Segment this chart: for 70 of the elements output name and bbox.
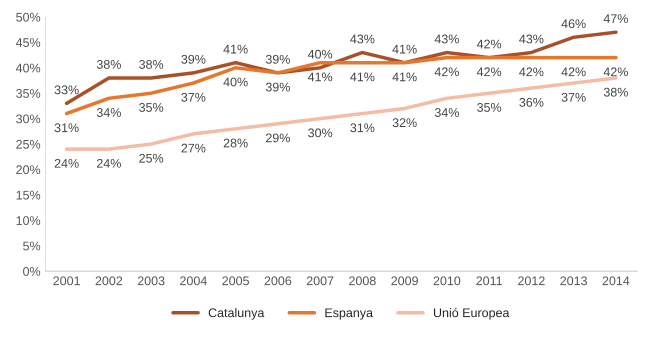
data-label: 41% bbox=[223, 44, 248, 54]
y-tick-label: 5% bbox=[23, 242, 40, 250]
x-tick-label: 2012 bbox=[518, 276, 545, 286]
data-label: 35% bbox=[477, 103, 502, 112]
data-label: 34% bbox=[96, 108, 121, 117]
data-label: 40% bbox=[223, 78, 248, 86]
y-tick-label: 30% bbox=[16, 114, 40, 124]
y-tick-label: 25% bbox=[16, 140, 40, 149]
data-label: 41% bbox=[392, 72, 417, 82]
data-label: 37% bbox=[562, 92, 586, 102]
y-tick-label: 0% bbox=[23, 267, 40, 276]
data-label: 42% bbox=[476, 40, 502, 48]
data-label: 42% bbox=[604, 67, 628, 76]
data-label: 28% bbox=[224, 138, 248, 148]
data-label: 31% bbox=[350, 123, 374, 132]
data-label: 42% bbox=[561, 67, 586, 76]
x-tick-label: 2008 bbox=[349, 276, 376, 286]
y-tick-label: 10% bbox=[16, 216, 40, 225]
y-tick-label: 50% bbox=[16, 12, 40, 22]
y-tick-label: 35% bbox=[16, 89, 40, 98]
data-label: 47% bbox=[604, 14, 628, 24]
data-label: 41% bbox=[350, 72, 374, 82]
y-tick-label: 45% bbox=[16, 38, 40, 48]
data-label: 43% bbox=[350, 34, 374, 44]
data-label: 46% bbox=[561, 19, 586, 28]
data-label: 32% bbox=[392, 118, 417, 128]
data-label: 41% bbox=[392, 44, 417, 54]
data-label: 39% bbox=[266, 54, 290, 64]
y-tick-label: 15% bbox=[16, 190, 40, 200]
y-tick-label: 40% bbox=[16, 64, 40, 72]
x-tick-label: 2006 bbox=[264, 276, 292, 286]
data-label: 41% bbox=[308, 72, 332, 82]
data-label: 42% bbox=[519, 67, 544, 76]
data-label: 38% bbox=[604, 88, 628, 97]
x-tick-label: 2005 bbox=[222, 276, 250, 286]
data-label: 34% bbox=[434, 108, 459, 117]
data-label: 39% bbox=[181, 54, 206, 64]
x-tick-label: 2004 bbox=[180, 276, 207, 286]
x-tick-label: 2002 bbox=[96, 276, 122, 286]
data-label: 42% bbox=[476, 67, 502, 76]
data-label: 33% bbox=[54, 85, 79, 94]
x-tick-label: 2001 bbox=[53, 276, 80, 286]
data-label: 40% bbox=[308, 50, 332, 59]
data-label: 25% bbox=[139, 154, 164, 163]
legend-label: Espanya bbox=[325, 308, 373, 320]
x-tick-label: 2010 bbox=[434, 276, 460, 286]
y-tick-label: 20% bbox=[16, 165, 40, 174]
data-label: 39% bbox=[266, 82, 290, 92]
legend-label: Unió Europea bbox=[434, 308, 510, 320]
data-label: 27% bbox=[181, 144, 206, 152]
x-tick-label: 2014 bbox=[602, 276, 630, 286]
x-tick-label: 2007 bbox=[306, 276, 334, 286]
data-label: 43% bbox=[434, 34, 459, 44]
data-label: 38% bbox=[139, 60, 164, 69]
x-tick-label: 2003 bbox=[138, 276, 164, 286]
data-label: 37% bbox=[181, 92, 206, 102]
data-label: 38% bbox=[96, 60, 121, 69]
data-label: 43% bbox=[519, 34, 544, 44]
x-tick-label: 2009 bbox=[391, 276, 418, 286]
data-label: 24% bbox=[96, 158, 121, 168]
data-label: 29% bbox=[266, 134, 290, 142]
legend-label: Catalunya bbox=[208, 308, 264, 320]
data-label: 24% bbox=[54, 158, 79, 168]
data-label: 30% bbox=[308, 128, 332, 138]
data-label: 31% bbox=[54, 123, 79, 132]
x-tick-label: 2011 bbox=[476, 276, 502, 286]
data-label: 35% bbox=[139, 103, 164, 112]
data-label: 36% bbox=[519, 98, 544, 107]
data-label: 42% bbox=[434, 67, 459, 76]
x-tick-label: 2013 bbox=[560, 276, 587, 286]
